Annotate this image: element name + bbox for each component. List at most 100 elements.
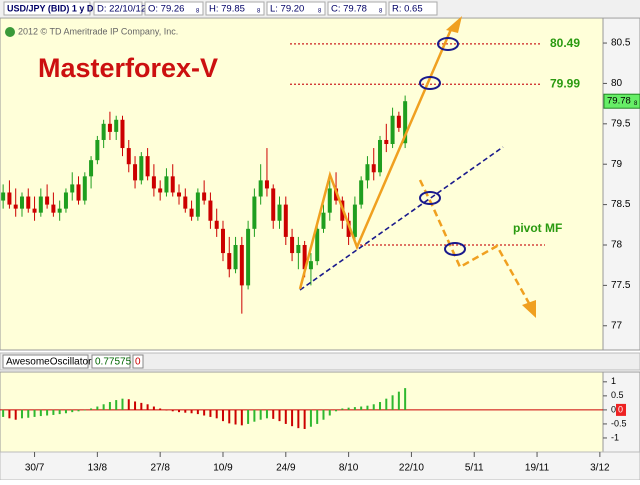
date-axis [0, 451, 640, 481]
candle-body [390, 115, 395, 145]
osc-bar [27, 409, 30, 418]
header-item-box [327, 1, 387, 16]
candle-body [38, 196, 43, 213]
osc-bar [71, 409, 74, 413]
candle-body [82, 176, 87, 201]
header-pip: 8 [379, 9, 383, 15]
osc-bar [209, 409, 212, 417]
x-tick-label: 24/9 [276, 463, 296, 474]
candle-body [145, 156, 150, 177]
y-tick-label: 79.5 [611, 118, 631, 129]
osc-bar [33, 409, 36, 417]
candle-body [202, 192, 207, 201]
osc-value: 0.77575 [95, 357, 132, 368]
candle-body [296, 244, 301, 254]
osc-bar [291, 409, 294, 427]
osc-bar [297, 409, 300, 429]
osc-y-tick-label: 0.5 [611, 390, 624, 400]
osc-bar [353, 407, 356, 410]
candle-body [246, 228, 251, 286]
osc-bar [215, 409, 218, 419]
y-tick-label: 78.5 [611, 199, 631, 210]
candle-body [7, 192, 12, 205]
osc-bar [171, 409, 174, 412]
candle-body [233, 244, 238, 270]
orange-v [298, 26, 454, 290]
candle-body [189, 208, 194, 217]
osc-bar [184, 409, 187, 413]
header-item-box [93, 1, 143, 16]
osc-bar [328, 409, 331, 416]
price-tag-label: 79.78 [607, 96, 631, 107]
osc-bar [360, 406, 363, 410]
candle-body [26, 196, 31, 209]
osc-bar [221, 409, 224, 422]
candle-body [359, 180, 364, 205]
osc-zero-box [132, 354, 144, 369]
y-tick-label: 79 [611, 159, 623, 170]
candle-body [70, 184, 75, 193]
osc-bar [253, 409, 256, 422]
osc-bar [108, 402, 111, 410]
marker-ellipse [419, 191, 441, 205]
osc-bar [265, 409, 268, 419]
osc-bar [2, 409, 5, 417]
osc-bar [335, 409, 338, 412]
osc-bar [127, 399, 130, 410]
candle-body [371, 164, 376, 173]
symbol-box [3, 1, 91, 16]
candle-body [352, 204, 357, 237]
trend-line [299, 146, 504, 291]
candle-body [32, 208, 37, 213]
header-item-box [388, 1, 438, 16]
candle-body [107, 123, 112, 132]
candle-body [195, 192, 200, 217]
marker-ellipse [444, 242, 466, 256]
osc-bar [77, 409, 80, 412]
osc-bar [404, 388, 407, 410]
candle-body [139, 156, 144, 181]
chart-title: Masterforex-V [38, 53, 218, 83]
osc-bar [140, 402, 143, 410]
symbol: USD/JPY (BID) 1 y D [7, 3, 94, 13]
logo [5, 27, 15, 37]
candle-body [177, 192, 182, 197]
osc-bar [341, 408, 344, 410]
osc-zero: 0 [135, 357, 141, 368]
candle-body [252, 196, 257, 229]
header-pip: 8 [257, 9, 261, 15]
y-tick-label: 80 [611, 78, 623, 89]
osc-bar [121, 398, 124, 410]
x-tick-label: 22/10 [399, 463, 424, 474]
x-tick-label: 3/12 [590, 463, 610, 474]
osc-y-tick-label: 1 [611, 376, 616, 386]
candle-body [308, 261, 313, 270]
x-tick-label: 27/8 [150, 463, 170, 474]
osc-bar [234, 409, 237, 425]
osc-bar [152, 406, 155, 410]
candle-body [396, 115, 401, 128]
osc-bar [372, 404, 375, 410]
osc-bar [284, 409, 287, 424]
x-tick-label: 13/8 [88, 463, 108, 474]
header-item-box [144, 1, 204, 16]
header-pip: 8 [196, 9, 200, 15]
header-pip: 8 [318, 9, 322, 15]
osc-bar [278, 409, 281, 422]
osc-y-tick-label: 0 [611, 404, 616, 414]
osc-zero-tag [616, 403, 626, 416]
marker-ellipse [419, 76, 441, 90]
level-label: 80.49 [550, 36, 580, 50]
osc-bar [146, 404, 149, 410]
y-tick-label: 77 [611, 320, 623, 331]
candle-body [220, 228, 225, 254]
osc-bar [115, 400, 118, 410]
candle-body [57, 208, 62, 213]
header-item: D: 22/10/12 [97, 4, 146, 15]
osc-y-tick-label: -0.5 [611, 418, 627, 428]
candle-body [290, 236, 295, 254]
candle-body [1, 192, 6, 201]
candle-body [277, 204, 282, 221]
